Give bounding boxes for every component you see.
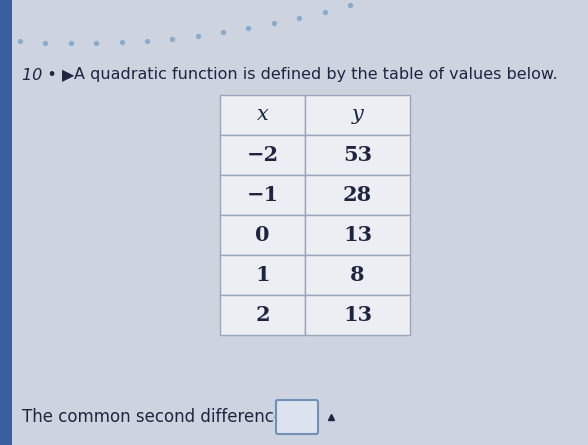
Text: 0: 0: [255, 225, 270, 245]
Bar: [305, 215, 410, 255]
Bar: [220, 215, 305, 255]
Text: 1: 1: [255, 265, 270, 285]
Text: 13: 13: [343, 305, 372, 325]
Text: A quadratic function is defined by the table of values below.: A quadratic function is defined by the t…: [74, 68, 557, 82]
Text: 2: 2: [255, 305, 270, 325]
Bar: [305, 255, 410, 295]
Bar: [305, 175, 410, 215]
Bar: [305, 95, 410, 135]
Text: −1: −1: [246, 185, 279, 205]
Bar: [220, 95, 305, 135]
Bar: [220, 175, 305, 215]
FancyBboxPatch shape: [276, 400, 318, 434]
Bar: [305, 135, 410, 175]
Text: 13: 13: [343, 225, 372, 245]
Bar: [305, 295, 410, 335]
Text: x: x: [256, 105, 268, 125]
Text: 10 • ▶: 10 • ▶: [22, 68, 74, 82]
Bar: [0, 0, 12, 445]
Text: 8: 8: [350, 265, 365, 285]
Text: 53: 53: [343, 145, 372, 165]
Text: 28: 28: [343, 185, 372, 205]
Bar: [220, 255, 305, 295]
Bar: [220, 135, 305, 175]
Text: −2: −2: [246, 145, 279, 165]
Text: y: y: [352, 105, 363, 125]
Bar: [220, 295, 305, 335]
Text: The common second difference is: The common second difference is: [22, 408, 303, 426]
